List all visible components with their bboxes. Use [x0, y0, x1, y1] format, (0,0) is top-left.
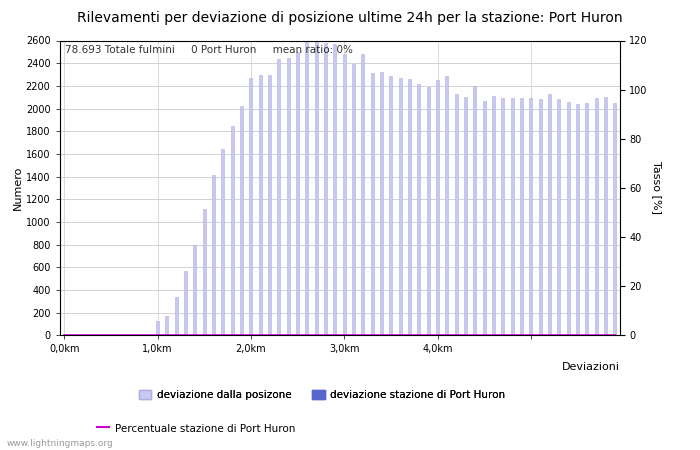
- Bar: [548, 94, 551, 335]
- Bar: [557, 99, 561, 335]
- Bar: [501, 98, 505, 335]
- Bar: [268, 75, 271, 335]
- Bar: [473, 86, 477, 335]
- Bar: [165, 316, 169, 335]
- Text: Deviazioni: Deviazioni: [561, 362, 620, 372]
- Bar: [464, 97, 467, 335]
- Bar: [277, 58, 281, 335]
- Bar: [258, 75, 262, 335]
- Legend: deviazione dalla posizone, deviazione stazione di Port Huron: deviazione dalla posizone, deviazione st…: [139, 390, 505, 400]
- Bar: [352, 64, 355, 335]
- Bar: [286, 58, 290, 335]
- Text: Rilevamenti per deviazione di posizione ultime 24h per la stazione: Port Huron: Rilevamenti per deviazione di posizione …: [77, 11, 623, 25]
- Bar: [342, 54, 346, 335]
- Bar: [324, 43, 327, 335]
- Bar: [436, 80, 439, 335]
- Bar: [426, 87, 430, 335]
- Bar: [510, 98, 514, 335]
- Bar: [221, 149, 225, 335]
- Bar: [202, 209, 206, 335]
- Bar: [417, 84, 421, 335]
- Text: www.lightningmaps.org: www.lightningmaps.org: [7, 439, 113, 448]
- Bar: [538, 99, 542, 335]
- Bar: [380, 72, 383, 335]
- Bar: [184, 270, 187, 335]
- Bar: [529, 98, 533, 335]
- Bar: [296, 52, 299, 335]
- Bar: [193, 244, 197, 335]
- Bar: [576, 104, 579, 335]
- Bar: [408, 79, 411, 335]
- Bar: [389, 76, 393, 335]
- Text: 78.693 Totale fulmini     0 Port Huron     mean ratio: 0%: 78.693 Totale fulmini 0 Port Huron mean …: [65, 45, 353, 55]
- Bar: [333, 44, 337, 335]
- Bar: [249, 78, 253, 335]
- Bar: [492, 96, 495, 335]
- Legend: Percentuale stazione di Port Huron: Percentuale stazione di Port Huron: [97, 423, 295, 433]
- Bar: [370, 73, 374, 335]
- Bar: [305, 42, 309, 335]
- Bar: [594, 98, 598, 335]
- Bar: [361, 54, 365, 335]
- Y-axis label: Numero: Numero: [13, 166, 23, 210]
- Bar: [454, 94, 458, 335]
- Bar: [566, 102, 570, 335]
- Bar: [398, 78, 402, 335]
- Bar: [174, 297, 178, 335]
- Bar: [585, 103, 589, 335]
- Bar: [230, 126, 234, 335]
- Bar: [604, 97, 607, 335]
- Bar: [613, 103, 617, 335]
- Bar: [156, 320, 159, 335]
- Bar: [212, 176, 215, 335]
- Bar: [520, 98, 523, 335]
- Bar: [240, 106, 243, 335]
- Bar: [482, 101, 486, 335]
- Bar: [445, 76, 449, 335]
- Y-axis label: Tasso [%]: Tasso [%]: [652, 162, 662, 214]
- Bar: [314, 40, 318, 335]
